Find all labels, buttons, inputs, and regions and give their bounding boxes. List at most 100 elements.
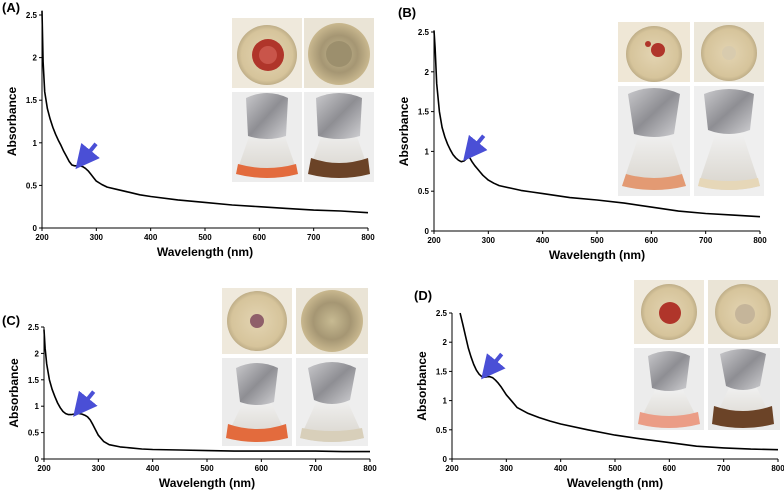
foil-cap: [628, 88, 680, 137]
flask-liquid-orange: [622, 174, 686, 190]
x-tick-label: 700: [307, 233, 321, 242]
y-tick-label: 0: [425, 227, 430, 236]
foil-cap: [246, 93, 288, 139]
foil-cap: [316, 93, 362, 139]
x-tick-label: 600: [663, 464, 677, 473]
inset-photos: [634, 280, 780, 430]
panel-b: (B) 200 300 400 500 600 700 800 0 0.5 1 1.5 2 2.5 Wav…: [397, 5, 767, 262]
x-tick-label: 300: [92, 464, 106, 473]
plot-area: 200 300 400 500 600 700 800 0 0.5 1 1.5 2 2.5 Wavelen…: [397, 28, 767, 262]
colony-red-small: [645, 41, 651, 47]
panel-d: (D) 200 300 400 500 600 700 800 0 0.5 1 1.5 2 2.5 Wav…: [414, 280, 784, 490]
peak-arrow: [73, 390, 98, 417]
colony-small: [250, 314, 264, 328]
y-tick-label: 1.5: [418, 108, 430, 117]
peak-arrow: [481, 352, 506, 380]
y-axis-label: Absorbance: [7, 358, 21, 428]
y-tick-label: 2: [33, 54, 38, 63]
y-tick-label: 2: [425, 68, 430, 77]
colony-olive: [326, 41, 352, 67]
flask-liquid-clear: [300, 428, 364, 442]
flask: [698, 132, 760, 190]
colony-red: [651, 43, 665, 57]
petri-dish: [301, 290, 363, 352]
x-tick-label: 600: [253, 233, 267, 242]
y-tick-label: 0.5: [418, 187, 430, 196]
y-tick-label: 2.5: [26, 11, 38, 20]
y-tick-label: 1.5: [436, 367, 448, 376]
x-tick-label: 500: [198, 233, 212, 242]
flask-liquid-brown: [712, 406, 774, 428]
y-tick-label: 0: [35, 455, 40, 464]
inset-photos: [618, 22, 764, 196]
y-tick-label: 0.5: [26, 181, 38, 190]
x-tick-label: 700: [717, 464, 731, 473]
y-axis-label: Absorbance: [415, 351, 429, 421]
flask: [236, 128, 298, 178]
y-tick-label: 0: [443, 455, 448, 464]
y-tick-label: 2: [35, 349, 40, 358]
panel-label: (D): [414, 288, 432, 303]
x-tick-label: 700: [699, 236, 713, 245]
x-tick-label: 200: [427, 236, 441, 245]
colony-red: [659, 302, 681, 324]
panel-c: (C) 200 300 400 500 600 700 800 0 0.5 1 1.5 2 2.5 Wav…: [2, 288, 377, 490]
panel-label: (B): [398, 5, 416, 20]
x-tick-label: 200: [37, 464, 51, 473]
absorbance-series-line: [43, 329, 370, 453]
foil-cap: [236, 363, 278, 405]
x-tick-label: 600: [255, 464, 269, 473]
x-axis-label: Wavelength (nm): [549, 248, 645, 262]
y-tick-label: 2: [443, 338, 448, 347]
panel-label: (C): [2, 313, 20, 328]
flask-liquid-orange: [226, 424, 288, 442]
y-tick-label: 2.5: [436, 309, 448, 318]
peak-arrow: [75, 142, 100, 170]
x-axis-label: Wavelength (nm): [567, 476, 663, 490]
y-tick-label: 1: [33, 139, 38, 148]
absorbance-series-line: [459, 312, 779, 451]
x-tick-label: 800: [753, 236, 767, 245]
x-tick-label: 500: [590, 236, 604, 245]
flask-liquid-orange: [638, 412, 700, 428]
colony-pale: [722, 46, 736, 60]
y-tick-label: 1: [425, 147, 430, 156]
foil-cap: [308, 362, 356, 404]
x-tick-label: 400: [554, 464, 568, 473]
flask-liquid-brown: [308, 158, 370, 178]
plot-area: 200 300 400 500 600 700 800 0 0.5 1 1.5 2 2.5 Wavelen…: [5, 10, 375, 259]
x-tick-label: 400: [144, 233, 158, 242]
y-tick-label: 0: [33, 224, 38, 233]
y-tick-label: 1: [35, 402, 40, 411]
x-tick-label: 800: [771, 464, 784, 473]
foil-cap: [648, 351, 690, 391]
foil-cap: [720, 349, 766, 390]
peak-arrow: [463, 134, 488, 162]
x-tick-label: 200: [445, 464, 459, 473]
x-tick-label: 300: [482, 236, 496, 245]
inset-photos: [232, 18, 374, 182]
panel-label: (A): [2, 0, 20, 15]
foil-cap: [704, 89, 754, 134]
y-axis-label: Absorbance: [397, 97, 411, 167]
inset-photos: [222, 288, 368, 446]
y-tick-label: 1: [443, 397, 448, 406]
plot-area: 200 300 400 500 600 700 800 0 0.5 1 1.5 2 2.5 Wavelen…: [7, 323, 377, 490]
absorbance-series-line: [433, 30, 761, 218]
x-tick-label: 800: [361, 233, 375, 242]
x-tick-label: 300: [500, 464, 514, 473]
y-tick-label: 0.5: [436, 426, 448, 435]
x-tick-label: 400: [146, 464, 160, 473]
x-axis-label: Wavelength (nm): [159, 476, 255, 490]
x-tick-label: 800: [363, 464, 377, 473]
y-tick-label: 2.5: [418, 28, 430, 37]
colony-center: [259, 46, 277, 64]
y-tick-label: 1.5: [26, 96, 38, 105]
flask-liquid-clear: [698, 178, 760, 190]
x-tick-label: 500: [608, 464, 622, 473]
flask-liquid-orange: [236, 164, 298, 178]
y-tick-label: 1.5: [28, 376, 40, 385]
y-tick-label: 2.5: [28, 323, 40, 332]
